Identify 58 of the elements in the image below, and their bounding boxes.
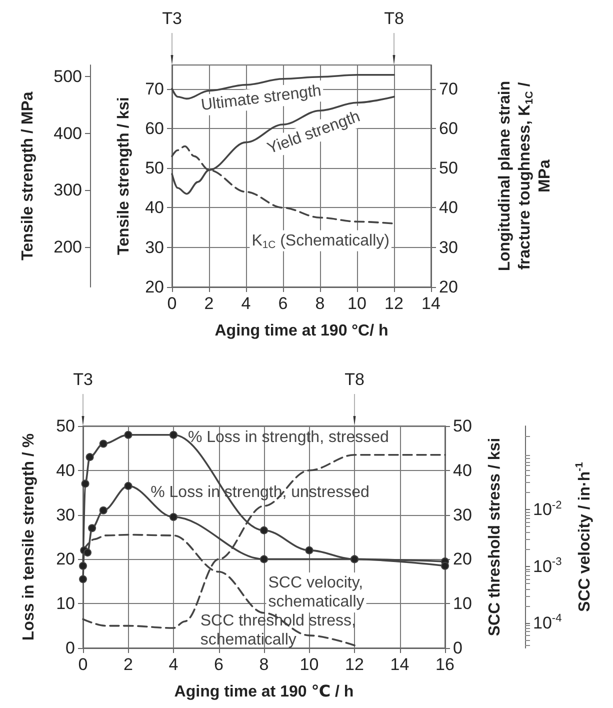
y3-tick-label: 300: [54, 180, 82, 200]
x-tick-label: 10: [348, 294, 366, 313]
y-axis-title: Loss in tensile strength / %: [20, 433, 38, 641]
y-tick-label: 20: [145, 278, 164, 296]
y2-tick-label: 30: [439, 238, 458, 257]
series-label: SCC velocity, schematically: [268, 574, 364, 611]
text: T8: [344, 370, 364, 389]
x-tick-label: 12: [384, 294, 404, 313]
y2-tick-label: 40: [453, 460, 472, 480]
x-tick-label: 6: [214, 655, 224, 674]
x-tick-label: 8: [259, 655, 269, 674]
y-tick-label: 30: [56, 505, 75, 524]
y-tick-label: 50: [56, 416, 75, 436]
y3-axis-title: Tensile strength / MPa: [20, 92, 36, 260]
y2-tick-label: 60: [439, 118, 458, 138]
y-tick-label: 60: [145, 118, 164, 138]
y-tick-label: 70: [145, 79, 164, 98]
x-tick-label: 14: [422, 294, 440, 313]
y2-tick-label: 40: [439, 198, 458, 218]
x-tick-label: 8: [315, 294, 325, 313]
text: T3: [162, 9, 182, 28]
y3-tick-label: 500: [54, 66, 82, 86]
y-axis-title: Tensile strength / ksi: [116, 97, 132, 255]
x-tick-label: 4: [241, 294, 251, 313]
y2-tick-label: 70: [439, 79, 458, 98]
y2-axis-title: SCC threshold stress / ksi: [486, 438, 504, 636]
x-tick-label: 12: [345, 655, 364, 674]
y-tick-label: 50: [145, 158, 164, 178]
x-tick-label: 0: [167, 294, 177, 313]
x-axis-title: Aging time at 190 ℃ / h: [174, 684, 354, 700]
y-tick-label: 10: [56, 594, 75, 614]
y2-tick-label: 30: [453, 505, 472, 524]
y2-tick-label: 10: [453, 594, 472, 614]
y3-tick-label: 400: [54, 124, 82, 143]
x-tick-label: 6: [278, 294, 288, 313]
y3-tick-label: 200: [54, 238, 82, 257]
y2-tick-label: 20: [439, 278, 458, 296]
text: T3: [73, 370, 93, 389]
y-tick-label: 40: [56, 460, 75, 480]
y-tick-label: 40: [145, 198, 164, 218]
y2-tick-label: 20: [453, 550, 472, 569]
x-tick-label: 16: [436, 655, 454, 674]
y2-tick-label: 50: [439, 158, 458, 178]
text: Ultimate strength: [200, 82, 322, 114]
y3-axis-title: SCC velocity / in·h-1: [574, 462, 594, 612]
text: T8: [384, 9, 404, 28]
y-tick-label: 30: [145, 238, 164, 257]
y2-tick-label: 50: [453, 416, 472, 436]
y-tick-label: 0: [66, 638, 75, 658]
x-axis-title: Aging time at 190 °C/ h: [214, 322, 388, 340]
x-tick-label: 0: [78, 655, 88, 674]
y2-tick-label: 0: [453, 638, 462, 658]
x-tick-label: 10: [300, 655, 319, 674]
y-tick-label: 20: [56, 550, 75, 569]
x-tick-label: 14: [390, 655, 410, 674]
x-tick-label: 2: [124, 655, 133, 674]
x-tick-label: 2: [204, 294, 214, 313]
x-tick-label: 4: [168, 655, 178, 674]
